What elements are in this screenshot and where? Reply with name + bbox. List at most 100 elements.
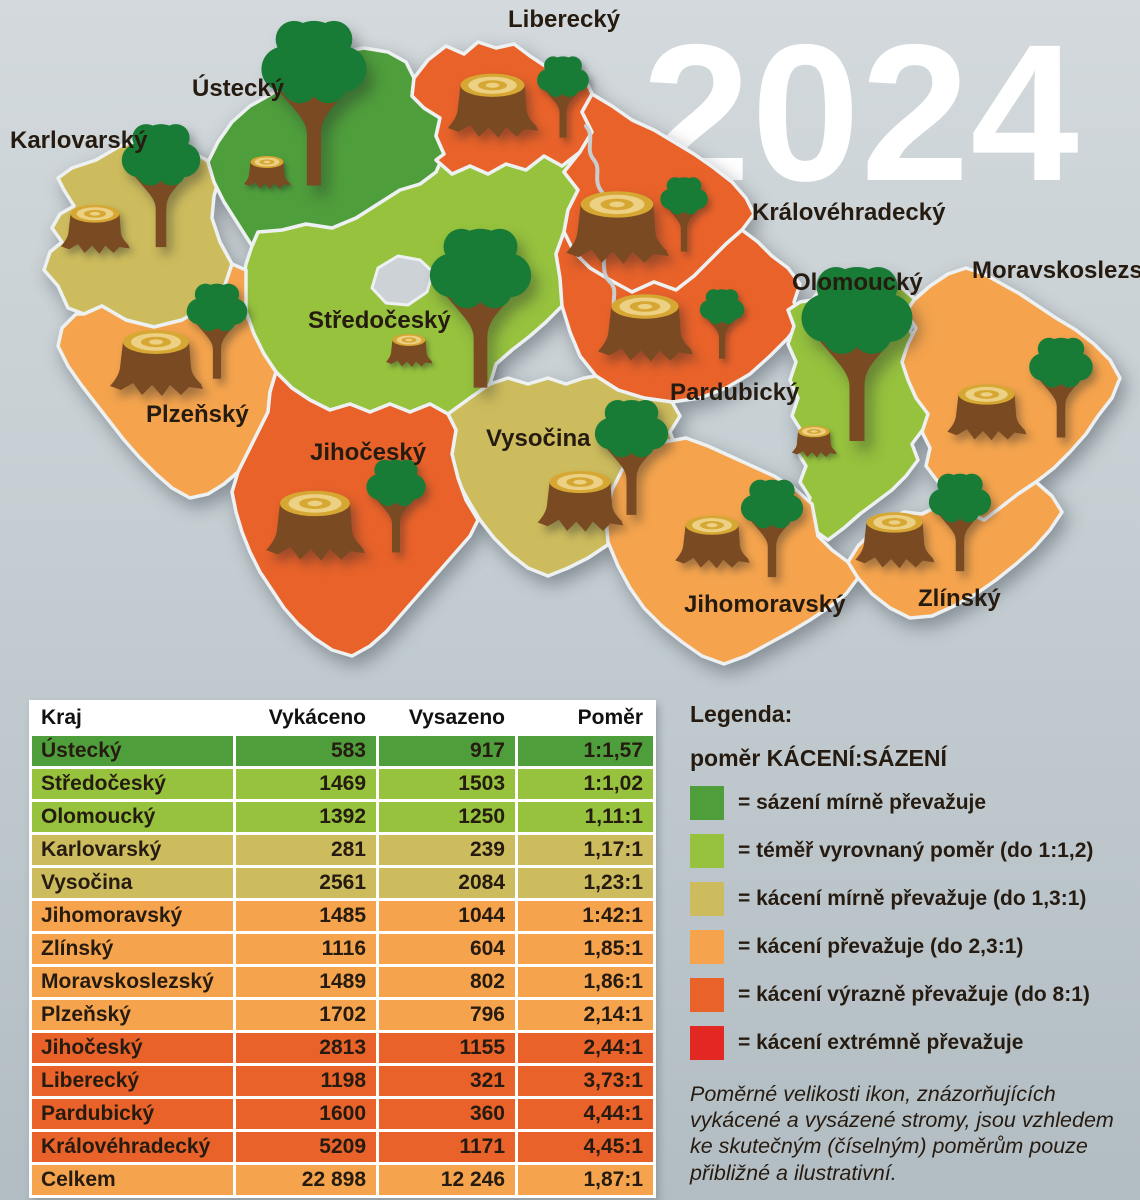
table-row: Zlínský 1116 604 1,85:1 — [32, 934, 653, 964]
cell-vysazeno: 802 — [379, 967, 515, 997]
table-row: Středočeský 1469 1503 1:1,02 — [32, 769, 653, 799]
cell-vysazeno: 239 — [379, 835, 515, 865]
table-header-vysazeno: Vysazeno — [379, 703, 515, 733]
legend-color-swatch — [690, 882, 724, 916]
region-label-jihocesky: Jihočeský — [310, 439, 427, 466]
region-label-moravskoslezsky: Moravskoslezský — [972, 257, 1140, 284]
legend-item-label: = kácení převažuje (do 2,3:1) — [738, 935, 1024, 958]
cell-vysazeno: 1171 — [379, 1132, 515, 1162]
region-label-jihomoravsky: Jihomoravský — [684, 591, 846, 618]
cell-vykaceno: 1116 — [236, 934, 376, 964]
region-label-vysocina: Vysočina — [486, 425, 591, 452]
cell-kraj: Jihočeský — [32, 1033, 233, 1063]
cell-kraj: Karlovarský — [32, 835, 233, 865]
legend-item-label: = kácení mírně převažuje (do 1,3:1) — [738, 887, 1087, 910]
czech-regions-map: 2024 — [10, 4, 1140, 666]
legend-title: Legenda: — [690, 701, 793, 727]
legend-item-label: = kácení výrazně převažuje (do 8:1) — [738, 983, 1090, 1006]
cell-vysazeno: 321 — [379, 1066, 515, 1096]
cell-pomer: 1,17:1 — [518, 835, 653, 865]
cell-vysazeno: 917 — [379, 736, 515, 766]
table-row: Liberecký 1198 321 3,73:1 — [32, 1066, 653, 1096]
river-line — [584, 124, 604, 194]
cell-vysazeno: 360 — [379, 1099, 515, 1129]
cell-pomer: 1,86:1 — [518, 967, 653, 997]
cell-vykaceno: 2813 — [236, 1033, 376, 1063]
cell-kraj: Ústecký — [32, 736, 233, 766]
table-header-kraj: Kraj — [32, 703, 233, 733]
legend-color-swatch — [690, 834, 724, 868]
cell-vykaceno: 1600 — [236, 1099, 376, 1129]
cell-pomer: 1,85:1 — [518, 934, 653, 964]
region-label-pardubicky: Pardubický — [670, 379, 800, 406]
cell-pomer: 2,14:1 — [518, 1000, 653, 1030]
region-jihocesky — [230, 370, 480, 658]
region-label-ustecky: Ústecký — [192, 74, 285, 102]
legend-item: = sázení mírně převažuje — [690, 786, 1140, 820]
cell-vykaceno: 1198 — [236, 1066, 376, 1096]
cell-vysazeno: 1250 — [379, 802, 515, 832]
cell-kraj: Jihomoravský — [32, 901, 233, 931]
cell-vysazeno: 604 — [379, 934, 515, 964]
cell-kraj: Vysočina — [32, 868, 233, 898]
praha-region — [370, 254, 435, 307]
table-header-row: Kraj Vykáceno Vysazeno Poměr — [32, 703, 653, 733]
cell-vykaceno: 5209 — [236, 1132, 376, 1162]
cell-vykaceno: 1489 — [236, 967, 376, 997]
cell-pomer: 1:1,57 — [518, 736, 653, 766]
legend-color-swatch — [690, 786, 724, 820]
region-label-kralovehradecky: Královéhradecký — [752, 199, 946, 226]
cell-vykaceno: 583 — [236, 736, 376, 766]
legend-item: = kácení mírně převažuje (do 1,3:1) — [690, 882, 1140, 916]
legend-item-label: = kácení extrémně převažuje — [738, 1031, 1024, 1054]
region-label-stredocesky: Středočeský — [308, 307, 451, 334]
legend-item: = kácení výrazně převažuje (do 8:1) — [690, 978, 1140, 1012]
table-header-pomer: Poměr — [518, 703, 653, 733]
cell-vykaceno: 1485 — [236, 901, 376, 931]
legend-footnote: Poměrné velikosti ikon, znázorňujících v… — [690, 1082, 1114, 1185]
cell-kraj: Pardubický — [32, 1099, 233, 1129]
legend-subtitle: poměr KÁCENÍ:SÁZENÍ — [690, 745, 947, 771]
legend-item: = kácení převažuje (do 2,3:1) — [690, 930, 1140, 964]
cell-pomer: 1,11:1 — [518, 802, 653, 832]
cell-vykaceno: 1392 — [236, 802, 376, 832]
table-row: Královéhradecký 5209 1171 4,45:1 — [32, 1132, 653, 1162]
cell-kraj: Plzeňský — [32, 1000, 233, 1030]
cell-pomer: 1,23:1 — [518, 868, 653, 898]
cell-pomer: 1,87:1 — [518, 1165, 653, 1195]
region-label-zlinsky: Zlínský — [918, 585, 1001, 612]
cell-vykaceno: 1702 — [236, 1000, 376, 1030]
legend: Legenda: poměr KÁCENÍ:SÁZENÍ = sázení mí… — [690, 701, 1140, 1186]
cell-vykaceno: 22 898 — [236, 1165, 376, 1195]
cell-vysazeno: 2084 — [379, 868, 515, 898]
table-row: Jihočeský 2813 1155 2,44:1 — [32, 1033, 653, 1063]
cell-pomer: 4,44:1 — [518, 1099, 653, 1129]
cell-kraj: Moravskoslezský — [32, 967, 233, 997]
table-header-vykaceno: Vykáceno — [236, 703, 376, 733]
table-total-row: Celkem 22 898 12 246 1,87:1 — [32, 1165, 653, 1195]
legend-item-label: = sázení mírně převažuje — [738, 791, 987, 814]
cell-kraj: Celkem — [32, 1165, 233, 1195]
legend-color-swatch — [690, 930, 724, 964]
cell-kraj: Královéhradecký — [32, 1132, 233, 1162]
cell-vysazeno: 796 — [379, 1000, 515, 1030]
cell-vykaceno: 281 — [236, 835, 376, 865]
cell-pomer: 1:1,02 — [518, 769, 653, 799]
cell-pomer: 2,44:1 — [518, 1033, 653, 1063]
cell-pomer: 3,73:1 — [518, 1066, 653, 1096]
cell-vysazeno: 12 246 — [379, 1165, 515, 1195]
table-row: Moravskoslezský 1489 802 1,86:1 — [32, 967, 653, 997]
cell-vykaceno: 2561 — [236, 868, 376, 898]
cell-vysazeno: 1044 — [379, 901, 515, 931]
region-label-plzensky: Plzeňský — [146, 401, 249, 428]
table-row: Olomoucký 1392 1250 1,11:1 — [32, 802, 653, 832]
cell-vysazeno: 1155 — [379, 1033, 515, 1063]
legend-item-label: = téměř vyrovnaný poměr (do 1:1,2) — [738, 839, 1094, 862]
table-row: Ústecký 583 917 1:1,57 — [32, 736, 653, 766]
region-label-olomoucky: Olomoucký — [792, 269, 923, 296]
map-labels: Karlovarský Ústecký Liberecký Královéhra… — [10, 6, 1140, 618]
table-row: Jihomoravský 1485 1044 1:42:1 — [32, 901, 653, 931]
cell-kraj: Olomoucký — [32, 802, 233, 832]
table-row: Karlovarský 281 239 1,17:1 — [32, 835, 653, 865]
